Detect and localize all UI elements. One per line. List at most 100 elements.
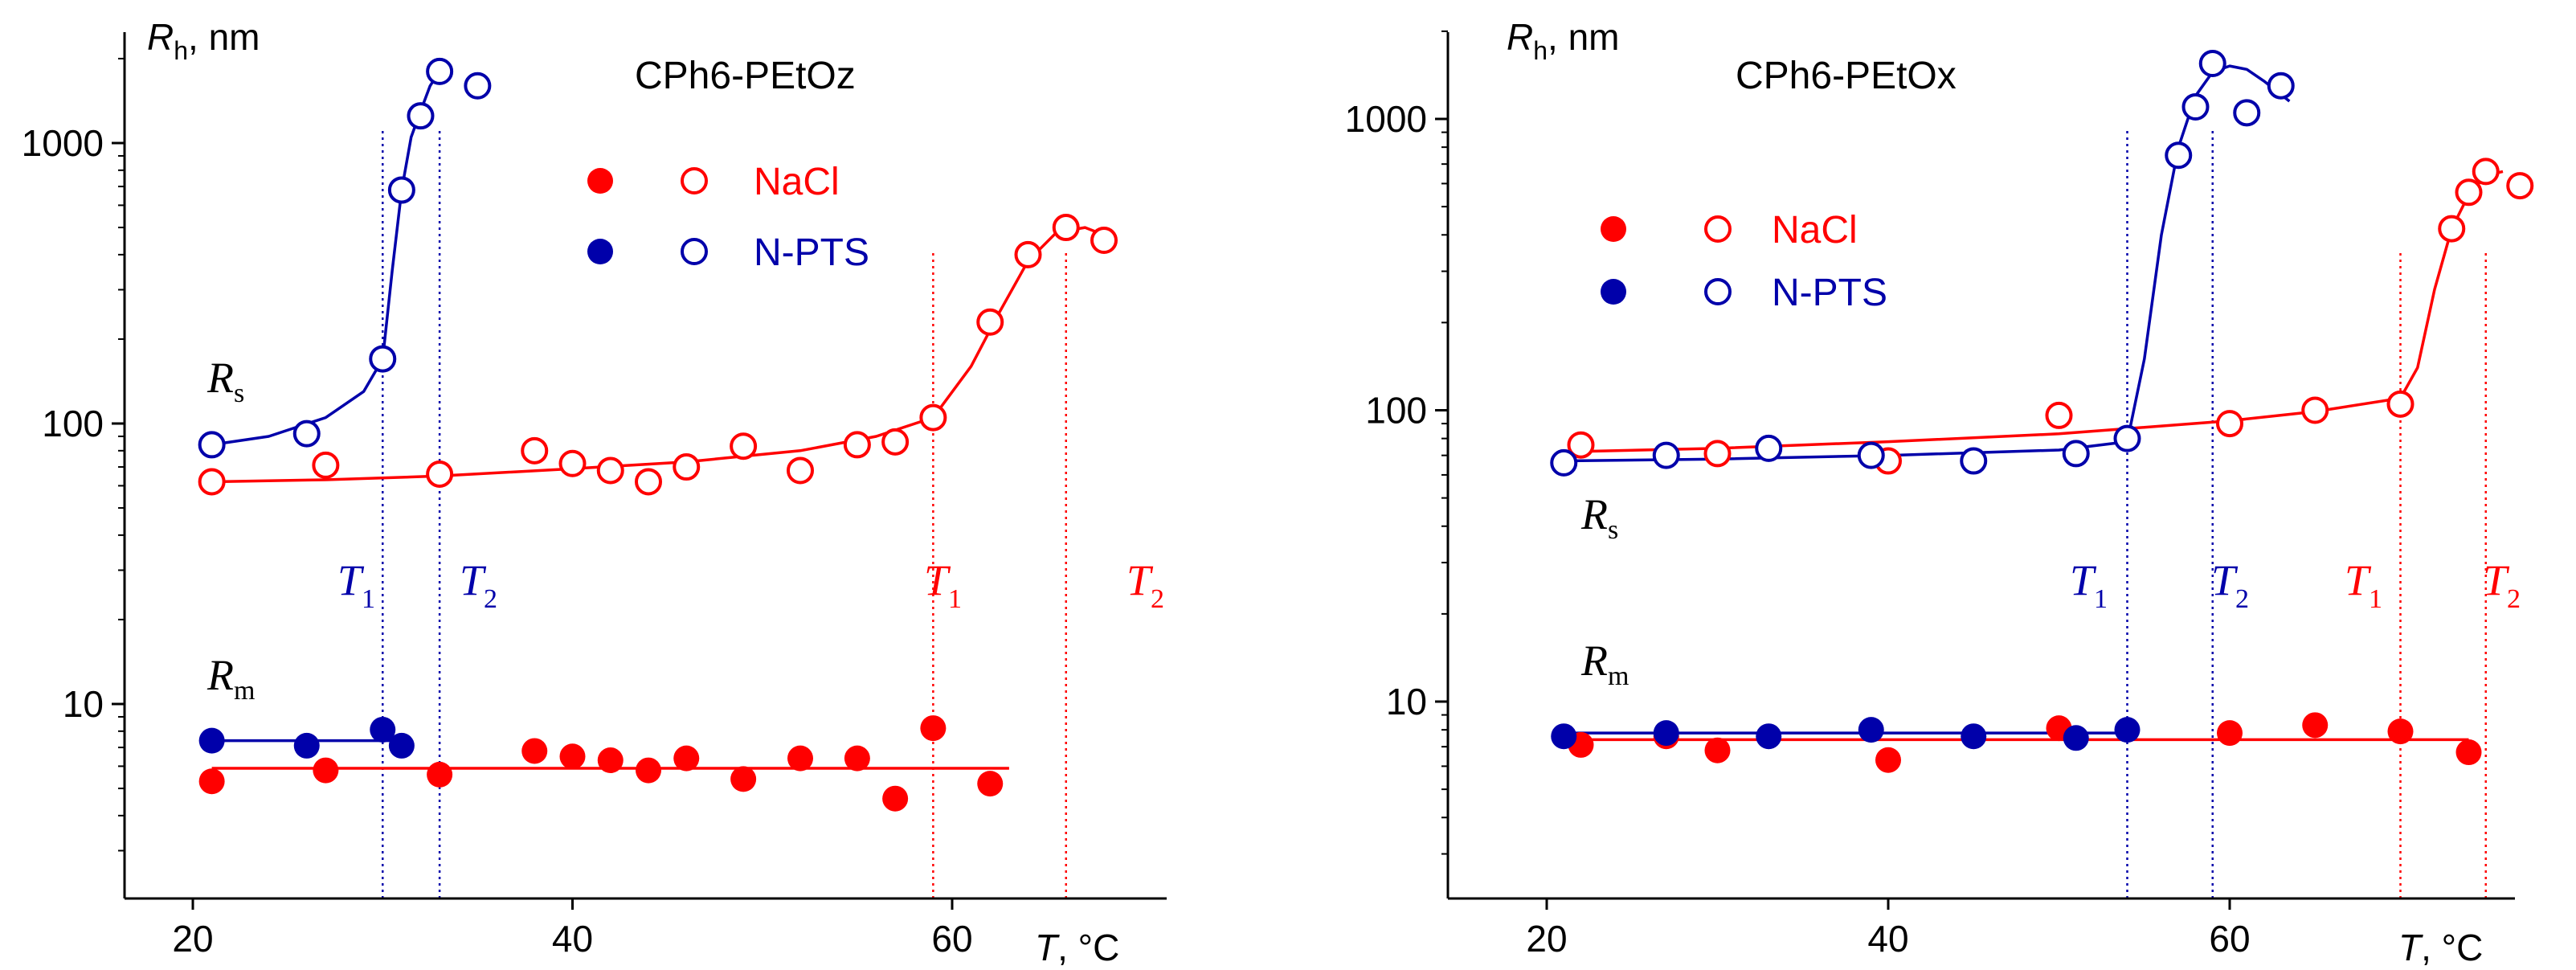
x-tick-label: 60 [931,918,972,960]
fit-curve [211,70,441,447]
x-tick-label: 20 [1526,918,1567,960]
data-point [882,785,909,812]
legend: NaCl N-PTS [587,161,869,274]
rs-label: Rs [206,354,244,408]
data-point [198,431,226,459]
data-point [427,761,453,788]
data-point [787,745,813,771]
y-tick-label: 1000 [22,122,104,164]
data-point [1652,441,1680,469]
data-point [388,732,415,759]
t1-npts-label: T1 [2070,556,2108,614]
data-point [1755,434,1783,462]
data-point [2302,712,2329,739]
data-point [426,460,454,488]
data-point [976,308,1004,336]
data-point [881,428,910,456]
data-point [292,420,321,448]
data-point [673,453,701,481]
data-point [1052,214,1080,242]
data-point [558,449,587,477]
chart-title: CPh6-PEtOx [1736,55,1957,97]
data-point [2181,92,2210,121]
data-point [635,468,662,496]
data-point [977,771,1004,797]
y-tick-label: 10 [63,683,104,725]
legend-nacl-filled-marker [1601,216,1626,242]
data-point [2301,396,2329,424]
rs-label: Rs [1580,490,1618,545]
data-point [198,768,225,795]
t1-nacl-label: T1 [924,556,962,614]
data-point [312,451,340,479]
data-point [2113,424,2141,452]
legend-npts-open-marker [1704,278,1732,305]
data-point [1858,717,1884,743]
data-point [387,176,415,204]
data-point [2063,725,2089,751]
data-point [198,468,226,496]
data-point [1704,737,1731,763]
data-point [1550,448,1578,477]
data-point [1567,431,1595,459]
data-point [2165,141,2193,170]
data-point [2217,720,2243,747]
legend-npts-filled-marker [1601,279,1626,305]
data-point [369,345,397,373]
y-axis-label: Rh, nm [147,16,260,65]
data-point [2506,172,2534,200]
data-point [370,716,396,743]
chart-title: CPh6-PEtOz [635,55,856,97]
data-point [844,745,870,771]
t2-nacl-label: T2 [1126,556,1164,614]
data-point [2062,440,2090,468]
legend-nacl-open-marker [681,167,708,194]
legend-nacl-label: NaCl [1772,209,1858,252]
data-point [2387,718,2414,745]
data-point [597,747,624,774]
y-tick-label: 100 [1365,390,1427,432]
legend-nacl-label: NaCl [754,161,840,203]
data-point [1961,723,1987,750]
data-point [313,757,339,784]
y-tick-label: 10 [1386,681,1427,722]
data-point [2216,410,2243,438]
data-point [843,431,871,459]
data-point [2455,739,2482,766]
data-point [730,766,757,792]
data-point [787,456,814,485]
data-point [407,102,435,130]
y-tick-label: 100 [42,403,104,444]
data-point [2455,178,2483,207]
data-point [636,757,661,784]
data-point [596,456,624,485]
x-axis-label: T, °C [2398,927,2483,968]
legend-nacl-filled-marker [587,168,613,194]
data-point [2198,50,2226,78]
data-point [1875,747,1901,773]
legend: NaCl N-PTS [1601,209,1887,314]
data-point [293,732,320,759]
data-point [2114,717,2141,743]
x-tick-label: 60 [2209,918,2250,960]
data-point [920,715,947,742]
x-tick-label: 40 [1867,918,1908,960]
data-point [2472,158,2500,186]
data-point [1014,240,1042,268]
t1-nacl-label: T1 [2345,556,2382,614]
t1-npts-label: T1 [337,556,375,614]
legend-nacl-open-marker [1704,215,1732,243]
legend-npts-label: N-PTS [1772,272,1887,314]
data-point [1756,723,1782,750]
rm-label: Rm [206,651,255,706]
data-point [464,72,492,100]
data-point [919,403,947,432]
data-point [426,57,454,85]
rm-label: Rm [1580,636,1629,691]
x-axis-label: T, °C [1035,927,1119,968]
legend-npts-open-marker [681,238,708,265]
data-point [2045,401,2073,429]
